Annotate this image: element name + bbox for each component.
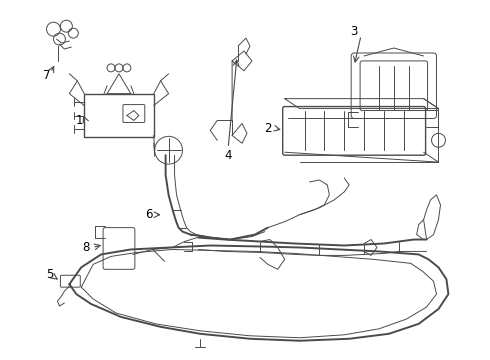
Text: 8: 8	[82, 241, 90, 254]
Text: 5: 5	[46, 268, 53, 281]
Text: 3: 3	[350, 24, 358, 38]
Text: 6: 6	[145, 208, 152, 221]
Text: 1: 1	[75, 114, 83, 127]
Text: 7: 7	[43, 69, 50, 82]
Text: 4: 4	[224, 149, 232, 162]
Text: 2: 2	[264, 122, 271, 135]
